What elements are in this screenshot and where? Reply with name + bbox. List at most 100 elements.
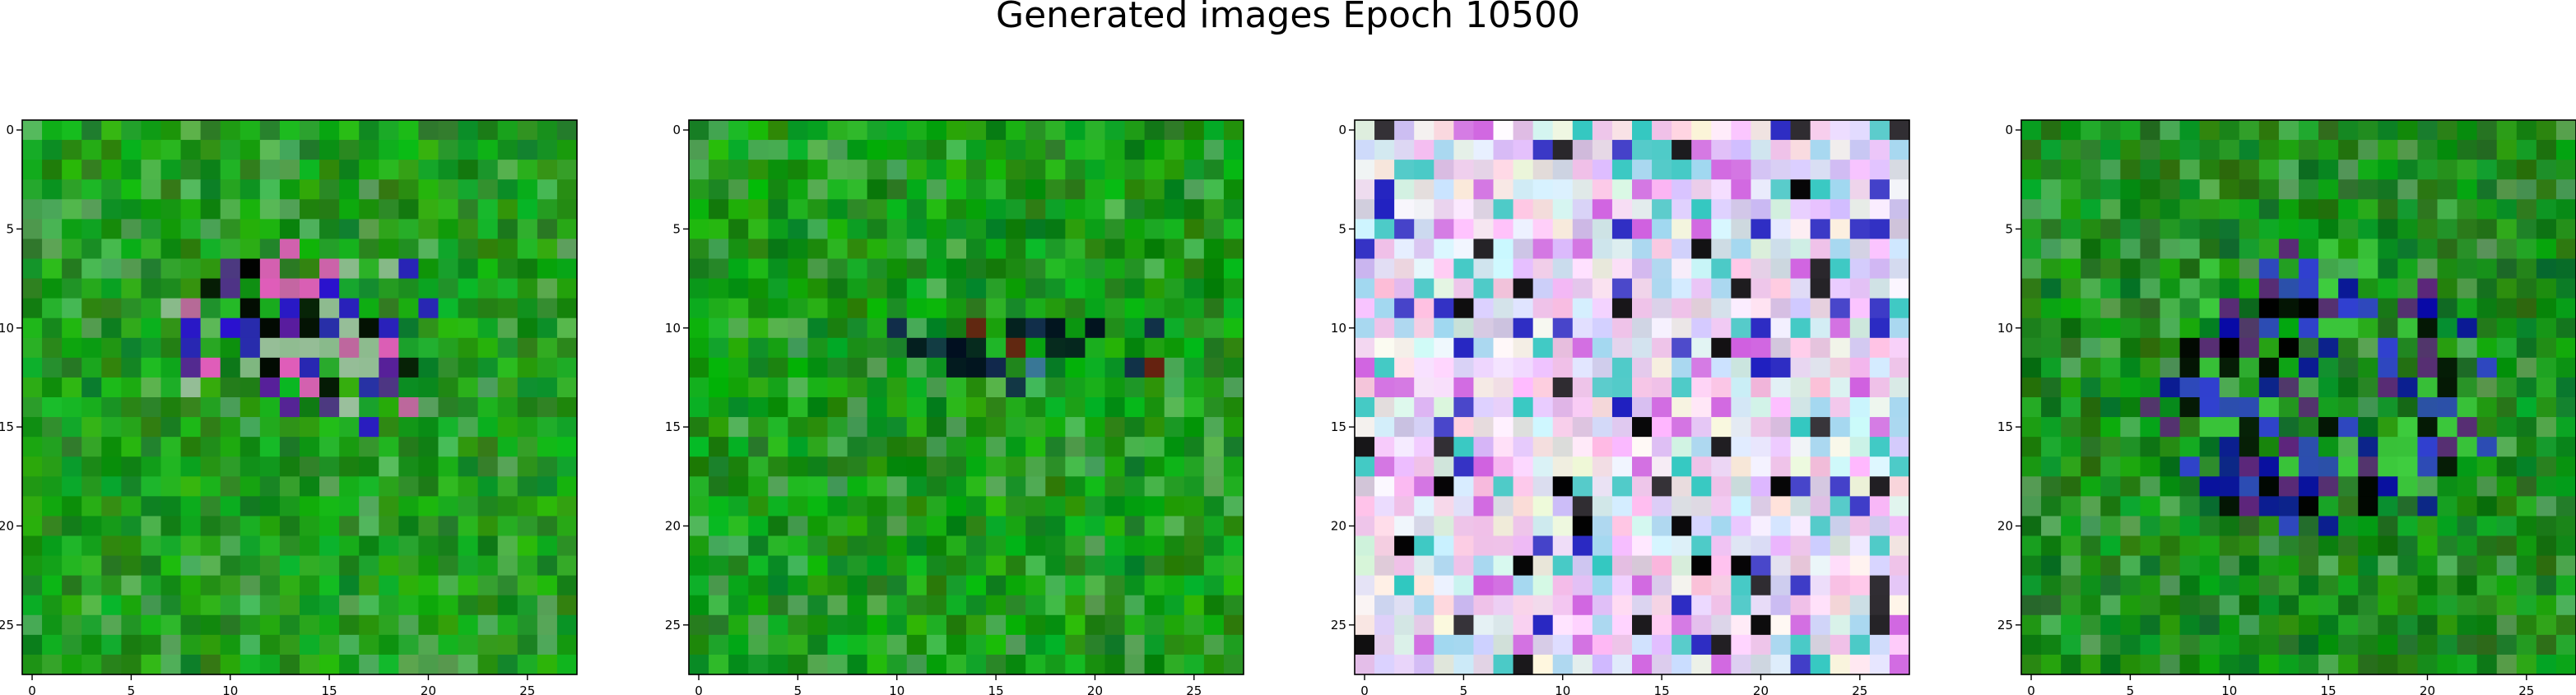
pixel-cell (1065, 654, 1086, 675)
pixel-cell (1434, 614, 1454, 636)
pixel-cell (101, 535, 122, 557)
pixel-cell (1414, 417, 1434, 438)
pixel-cell (1691, 535, 1712, 557)
pixel-cell (379, 476, 399, 497)
pixel-cell (1104, 575, 1126, 596)
pixel-cell (2179, 337, 2201, 359)
pixel-cell (1770, 199, 1792, 220)
pixel-cell (279, 634, 300, 656)
pixel-cell (1006, 476, 1026, 497)
pixel-cell (2437, 417, 2458, 438)
pixel-cell (1652, 278, 1672, 299)
pixel-cell (2061, 595, 2081, 616)
pixel-cell (2160, 575, 2181, 596)
pixel-cell (42, 516, 63, 537)
pixel-cell (300, 239, 320, 260)
pixel-cell (398, 179, 420, 200)
pixel-cell (748, 614, 769, 636)
pixel-cell (1513, 654, 1534, 675)
pixel-cell (1104, 140, 1126, 160)
pixel-cell (1124, 278, 1146, 299)
pixel-cell (2061, 258, 2081, 280)
pixel-cell (788, 239, 809, 260)
pixel-cell (2140, 634, 2161, 656)
pixel-cell (1104, 397, 1126, 418)
pixel-cell (1355, 160, 1375, 180)
pixel-cell (418, 160, 439, 180)
pixel-cell (2417, 595, 2439, 616)
pixel-cell (1770, 239, 1792, 260)
pixel-cell (2160, 317, 2181, 339)
pixel-cell (2258, 397, 2280, 418)
pixel-cell (1394, 417, 1415, 438)
pixel-cell (1572, 278, 1593, 299)
pixel-cell (2378, 219, 2398, 240)
y-tick-label: 20 (1997, 518, 2013, 533)
pixel-cell (62, 160, 82, 180)
pixel-cell (458, 456, 479, 477)
pixel-cell (121, 298, 142, 319)
pixel-cell (2041, 317, 2062, 339)
pixel-cell (101, 199, 122, 220)
pixel-cell (2318, 357, 2339, 378)
pixel-cell (2457, 476, 2478, 497)
pixel-cell (1104, 317, 1126, 339)
pixel-cell (2299, 239, 2319, 260)
pixel-cell (2318, 278, 2339, 299)
pixel-cell (319, 160, 340, 180)
pixel-cell (62, 219, 82, 240)
pixel-cell (709, 120, 729, 141)
pixel-cell (1572, 219, 1593, 240)
pixel-cell (2318, 595, 2339, 616)
pixel-cell (22, 278, 43, 299)
pixel-cell (1006, 337, 1026, 359)
pixel-cell (788, 337, 809, 359)
pixel-cell (2278, 496, 2299, 517)
pixel-cell (1572, 437, 1593, 457)
pixel-cell (537, 595, 558, 616)
pixel-cell (807, 634, 829, 656)
pixel-cell (1164, 140, 1185, 160)
pixel-cell (1355, 496, 1375, 517)
pixel-cell (517, 377, 538, 398)
pixel-cell (2100, 575, 2121, 596)
pixel-cell (2100, 357, 2121, 378)
pixel-cell (1652, 357, 1672, 378)
pixel-cell (2318, 496, 2339, 517)
pixel-cell (359, 476, 379, 497)
pixel-cell (1355, 417, 1375, 438)
pixel-cell (1711, 654, 1732, 675)
pixel-cell (1731, 278, 1752, 299)
pixel-cell (2160, 120, 2181, 141)
pixel-cell (2179, 535, 2201, 557)
pixel-cell (2516, 575, 2537, 596)
pixel-cell (1810, 476, 1831, 497)
pixel-cell (1691, 278, 1712, 299)
pixel-cell (2417, 575, 2439, 596)
pixel-cell (1045, 199, 1066, 220)
pixel-cell (986, 377, 1007, 398)
pixel-cell (2081, 516, 2101, 537)
pixel-cell (946, 575, 967, 596)
pixel-cell (946, 417, 967, 438)
x-tick-label: 20 (1753, 683, 1769, 695)
pixel-cell (2179, 417, 2201, 438)
pixel-cell (1751, 278, 1772, 299)
pixel-cell (2318, 199, 2339, 220)
pixel-cell (827, 298, 849, 319)
pixel-cell (946, 614, 967, 636)
pixel-cell (847, 317, 868, 339)
pixel-cell (689, 456, 709, 477)
pixel-cell (2160, 377, 2181, 398)
pixel-cell (1849, 437, 1871, 457)
pixel-cell (1493, 179, 1514, 200)
pixel-cell (279, 120, 300, 141)
pixel-cell (239, 437, 261, 457)
pixel-cell (101, 219, 122, 240)
pixel-cell (1691, 595, 1712, 616)
pixel-cell (2239, 535, 2260, 557)
pixel-cell (418, 516, 439, 537)
pixel-cell (1652, 535, 1672, 557)
pixel-cell (1632, 595, 1653, 616)
pixel-cell (1164, 555, 1185, 577)
